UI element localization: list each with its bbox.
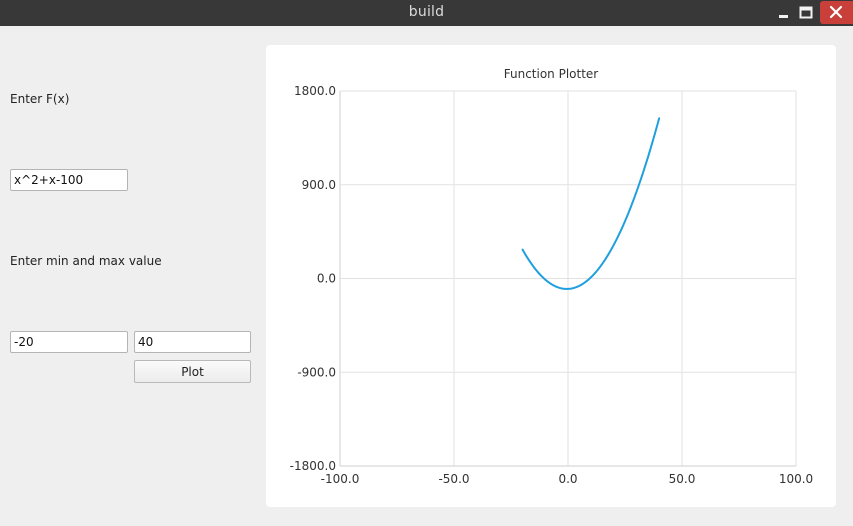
close-icon xyxy=(829,5,843,19)
data-point xyxy=(601,263,603,265)
y-tick-label: 0.0 xyxy=(317,272,336,286)
plot-button[interactable]: Plot xyxy=(134,360,251,383)
data-point xyxy=(555,286,558,288)
data-point xyxy=(533,266,535,268)
data-point xyxy=(578,284,581,287)
chart-panel: Function Plotter -100.0 -50.0 0.0 50.0 100.0… xyxy=(266,45,836,507)
function-label: Enter F(x) xyxy=(10,92,70,106)
data-point xyxy=(567,288,569,290)
chart-title: Function Plotter xyxy=(504,67,599,81)
minimize-button[interactable] xyxy=(772,1,800,24)
data-point xyxy=(544,278,546,281)
data-point xyxy=(635,191,638,193)
function-input[interactable] xyxy=(10,169,128,191)
y-tick-label: 900.0 xyxy=(302,178,336,192)
max-value-input[interactable] xyxy=(134,331,251,353)
data-point xyxy=(521,248,524,251)
min-value-input[interactable] xyxy=(10,331,128,353)
y-tick-label: 1800.0 xyxy=(294,84,336,98)
data-point xyxy=(612,244,615,246)
y-tick-label: -900.0 xyxy=(297,365,336,379)
window-title: build xyxy=(408,4,445,20)
close-button[interactable] xyxy=(820,1,853,24)
x-tick-label: -50.0 xyxy=(438,472,469,486)
series-line xyxy=(521,117,661,290)
range-label: Enter min and max value xyxy=(10,254,162,268)
y-tick-label: -1800.0 xyxy=(290,459,336,473)
maximize-button[interactable] xyxy=(794,1,822,24)
x-tick-label: 0.0 xyxy=(558,472,577,486)
x-tick-label: 100.0 xyxy=(779,472,813,486)
minimize-icon xyxy=(779,15,788,18)
x-tick-label: -100.0 xyxy=(321,472,360,486)
data-point xyxy=(658,117,660,119)
maximize-icon xyxy=(799,6,813,19)
title-bar: build xyxy=(0,0,853,26)
data-point xyxy=(624,220,626,223)
x-tick-label: 50.0 xyxy=(669,472,696,486)
data-point xyxy=(590,276,592,279)
function-plot: Function Plotter -100.0 -50.0 0.0 50.0 100.0… xyxy=(290,67,814,486)
data-point xyxy=(647,156,649,159)
